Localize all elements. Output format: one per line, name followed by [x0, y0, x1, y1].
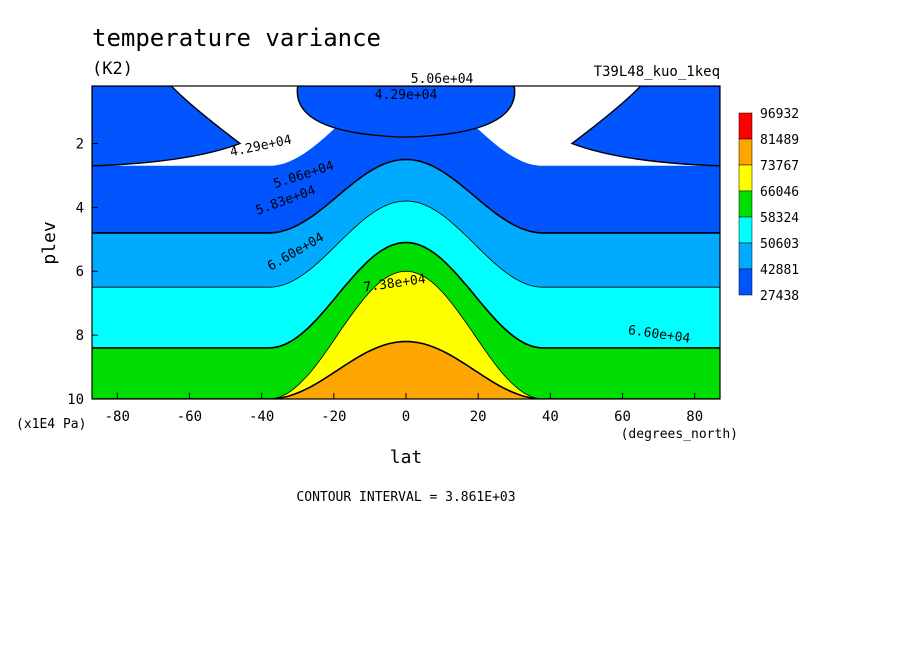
- colorbar-swatch: [738, 190, 753, 218]
- colorbar-label: 27438: [760, 289, 799, 304]
- colorbar: 96932 81489 73767 66046 58324 50603 42881 27438: [738, 107, 799, 304]
- contour-band: [92, 271, 720, 399]
- colorbar-swatch: [738, 164, 753, 192]
- contour-line: [92, 241, 720, 349]
- contour-bands: [92, 86, 720, 399]
- colorbar-swatch: [738, 268, 753, 296]
- x-axis: -80 -60 -40 -20 0 20 40 60 80: [105, 393, 703, 425]
- x-tick-label: 20: [470, 409, 487, 425]
- x-tick-label: -80: [105, 409, 130, 425]
- x-tick-label: 80: [686, 409, 703, 425]
- colorbar-swatch: [738, 242, 753, 270]
- contour-band: [92, 341, 720, 399]
- colorbar-label: 81489: [760, 133, 799, 148]
- chart-title: temperature variance: [92, 24, 381, 52]
- contour-label: 5.06e+04: [411, 72, 474, 87]
- x-axis-units: (degrees_north): [621, 427, 738, 442]
- x-tick-label: 0: [402, 409, 410, 425]
- colorbar-label: 50603: [760, 237, 799, 252]
- plot-area: [92, 86, 720, 399]
- x-tick-label: -60: [177, 409, 202, 425]
- run-label: T39L48_kuo_1keq: [594, 64, 720, 80]
- contour-lines: [92, 86, 720, 399]
- contour-label: 4.29e+04: [229, 133, 294, 161]
- y-axis: 2 4 6 8 10: [67, 136, 98, 408]
- x-tick-label: -40: [249, 409, 274, 425]
- contour-band: [570, 86, 720, 167]
- y-tick-label: 2: [76, 136, 84, 152]
- colorbar-label: 96932: [760, 107, 799, 122]
- colorbar-label: 42881: [760, 263, 799, 278]
- colorbar-swatch: [738, 112, 753, 140]
- x-tick-label: 40: [542, 409, 559, 425]
- x-axis-label: lat: [390, 447, 423, 468]
- contour-interval: CONTOUR INTERVAL = 3.861E+03: [296, 490, 515, 505]
- colorbar-swatch: [738, 138, 753, 166]
- contour-line: [92, 200, 720, 288]
- y-tick-label: 10: [67, 392, 84, 408]
- colorbar-label: 58324: [760, 211, 799, 226]
- y-tick-label: 6: [76, 264, 84, 280]
- x-tick-label: 60: [614, 409, 631, 425]
- chart-subtitle: (K2): [92, 59, 133, 79]
- y-axis-units: (x1E4 Pa): [16, 417, 86, 432]
- colorbar-label: 73767: [760, 159, 799, 174]
- contour-line: [92, 158, 720, 234]
- x-tick-label: -20: [321, 409, 346, 425]
- y-tick-label: 8: [76, 328, 84, 344]
- contour-line: [92, 340, 720, 399]
- contour-label: 4.29e+04: [375, 88, 438, 103]
- contour-band: [92, 86, 242, 167]
- colorbar-label: 66046: [760, 185, 799, 200]
- contour-line: [92, 270, 720, 399]
- contour-band: [296, 86, 516, 138]
- y-axis-label: plev: [39, 221, 60, 264]
- y-tick-label: 4: [76, 200, 84, 216]
- colorbar-swatch: [738, 216, 753, 244]
